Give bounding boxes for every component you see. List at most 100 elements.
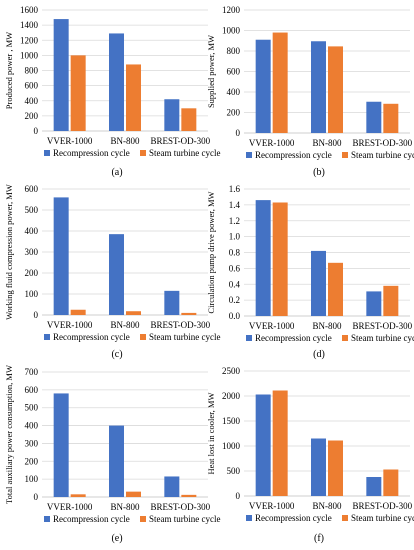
bar-recompression	[53, 19, 69, 132]
panel-label: (e)	[111, 533, 122, 544]
x-tick-label: VVER-1000	[47, 320, 93, 330]
panel-label: (a)	[111, 167, 122, 178]
chart-panel-6: 0 500 1000 1500 2000 2500 Heat lost in cooler,…	[206, 366, 414, 544]
bar-steam-turbine	[70, 494, 86, 497]
chart-panel-4: 0.0 0.2 0.4 0.6 0.8 1.0 1.2 1.4 1.6 Circulation p…	[206, 184, 414, 360]
y-tick-label: 0	[34, 492, 39, 502]
y-tick-label: 1.6	[229, 184, 241, 194]
y-axis-label: Working fluid compression power, MW	[4, 184, 14, 320]
y-tick-label: 600	[25, 385, 39, 395]
y-tick-label: 600	[25, 81, 39, 91]
chart-panel-5: 0 100 200 300 400 500 600 700 Total auxiliary po…	[4, 365, 220, 544]
y-tick-label: 0	[34, 310, 39, 320]
legend-label: Steam turbine cycle	[351, 513, 414, 523]
legend-swatch-steam-turbine	[342, 335, 348, 341]
bar-steam-turbine	[383, 469, 399, 496]
y-tick-label: 200	[25, 268, 39, 278]
y-tick-label: 500	[25, 403, 39, 413]
y-tick-label: 300	[25, 247, 39, 257]
bar-recompression	[311, 250, 326, 316]
y-tick-label: 500	[227, 466, 241, 476]
legend-label: Recompression cycle	[53, 332, 130, 342]
x-tick-label: BREST-OD-300	[352, 321, 412, 331]
legend-swatch-steam-turbine	[140, 516, 146, 522]
bar-recompression	[255, 200, 271, 316]
y-tick-label: 0	[236, 128, 241, 138]
x-tick-label: VVER-1000	[47, 502, 93, 512]
bar-steam-turbine	[126, 311, 141, 315]
y-tick-label: 800	[227, 46, 241, 56]
x-tick-label: VVER-1000	[249, 501, 295, 511]
y-tick-label: 0.8	[229, 248, 241, 258]
bar-steam-turbine	[272, 390, 288, 496]
bar-steam-turbine	[126, 491, 141, 497]
y-tick-label: 1000	[222, 26, 241, 36]
x-tick-label: BN-800	[313, 501, 342, 511]
legend-label: Recompression cycle	[255, 333, 332, 343]
bar-recompression	[109, 33, 124, 131]
y-tick-label: 0.4	[229, 279, 241, 289]
y-tick-label: 1.2	[229, 216, 240, 226]
bar-recompression	[53, 197, 69, 315]
bar-steam-turbine	[272, 202, 288, 316]
y-axis-label: Circulation pump drive power, MW	[206, 191, 216, 313]
legend-swatch-steam-turbine	[342, 515, 348, 521]
legend-label: Recompression cycle	[53, 514, 130, 524]
legend-swatch-recompression	[44, 150, 50, 156]
y-tick-label: 0.2	[229, 295, 240, 305]
x-tick-label: BREST-OD-300	[150, 320, 210, 330]
y-tick-label: 0.0	[229, 311, 241, 321]
y-tick-label: 400	[227, 87, 241, 97]
x-tick-label: BREST-OD-300	[150, 136, 210, 146]
y-axis-label: Produced power , MW	[4, 32, 14, 109]
panel-label: (d)	[313, 349, 325, 360]
bar-recompression	[109, 234, 124, 315]
bar-recompression	[164, 476, 180, 497]
y-tick-label: 300	[25, 438, 39, 448]
y-tick-label: 100	[25, 289, 39, 299]
legend-swatch-steam-turbine	[140, 150, 146, 156]
y-tick-label: 400	[25, 226, 39, 236]
bar-recompression	[366, 477, 382, 496]
y-tick-label: 500	[25, 205, 39, 215]
x-tick-label: BN-800	[111, 502, 140, 512]
legend-swatch-steam-turbine	[342, 152, 348, 158]
y-tick-label: 400	[25, 421, 39, 431]
panel-label: (c)	[111, 349, 122, 360]
y-tick-label: 0.6	[229, 263, 241, 273]
x-tick-label: BN-800	[313, 138, 342, 148]
y-tick-label: 1600	[20, 5, 39, 15]
bar-recompression	[311, 41, 326, 134]
bar-steam-turbine	[383, 285, 399, 316]
x-tick-label: BREST-OD-300	[150, 502, 210, 512]
chart-panel-3: 0 100 200 300 400 500 600 Working fluid compres…	[4, 184, 220, 360]
y-axis-label: Supplied power, MW	[206, 35, 216, 108]
y-tick-label: 600	[227, 67, 241, 77]
bar-recompression	[255, 394, 271, 496]
bar-steam-turbine	[328, 46, 343, 134]
y-tick-label: 2000	[222, 391, 241, 401]
y-tick-label: 1.4	[229, 200, 241, 210]
y-tick-label: 200	[227, 108, 241, 118]
x-tick-label: BN-800	[111, 320, 140, 330]
legend-label: Recompression cycle	[53, 148, 130, 158]
bar-recompression	[366, 101, 382, 133]
chart-panel-1: 0 200 400 600 800 1000 1200 1400 1600 Produced po…	[4, 5, 220, 178]
legend-swatch-recompression	[44, 516, 50, 522]
bar-steam-turbine	[181, 494, 197, 497]
y-tick-label: 1000	[222, 441, 241, 451]
bar-recompression	[366, 291, 382, 316]
bar-steam-turbine	[70, 309, 86, 315]
legend-swatch-steam-turbine	[140, 334, 146, 340]
y-tick-label: 2500	[222, 366, 241, 376]
y-axis-label: Total auxiliary power consumption, MW	[4, 365, 14, 504]
bar-steam-turbine	[328, 440, 343, 496]
legend-label: Steam turbine cycle	[149, 332, 220, 342]
bar-recompression	[109, 425, 124, 497]
legend-label: Steam turbine cycle	[149, 514, 220, 524]
bar-recompression	[164, 290, 180, 315]
bar-steam-turbine	[126, 64, 141, 131]
bar-recompression	[255, 39, 271, 133]
y-tick-label: 800	[25, 66, 39, 76]
